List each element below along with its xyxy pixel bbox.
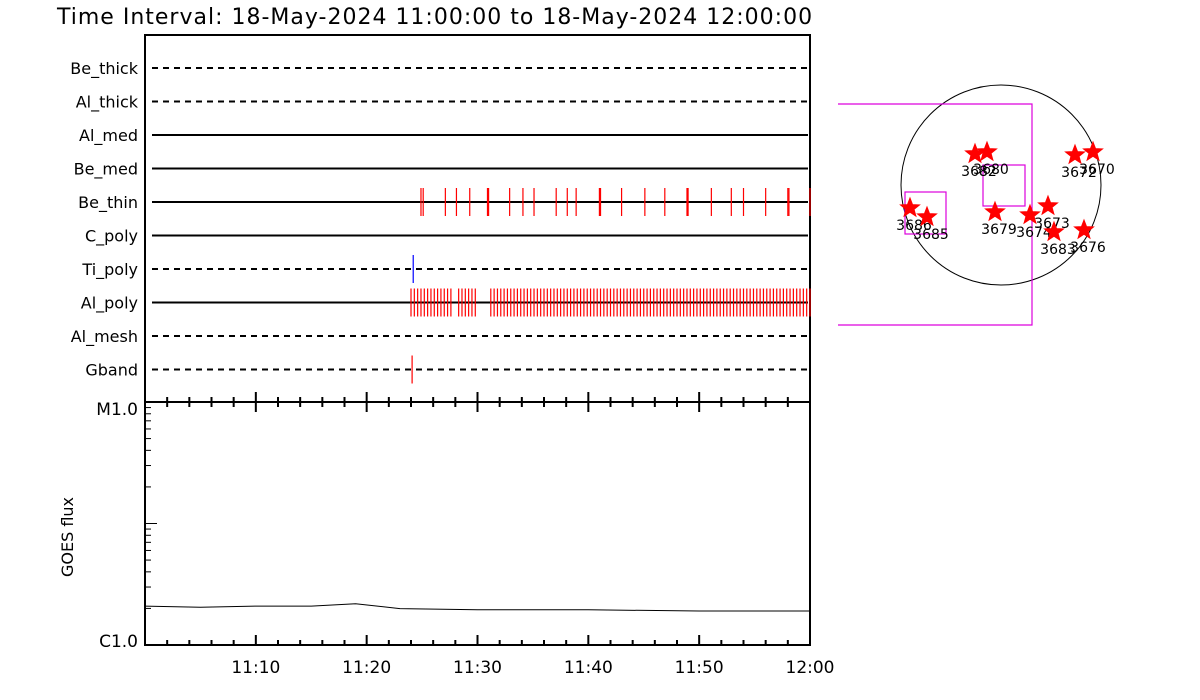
x-tick-label: 11:10	[231, 658, 280, 678]
timeline-frame	[144, 34, 811, 403]
region-label-3676: 3676	[1070, 240, 1106, 256]
region-label-3679: 3679	[981, 222, 1017, 238]
region-star-3686	[899, 196, 921, 218]
fov-box-center	[982, 164, 1026, 207]
region-star-3680	[976, 140, 998, 162]
region-label-3680: 3680	[973, 162, 1009, 178]
region-label-3672: 3672	[1061, 165, 1097, 181]
region-star-3673	[1037, 194, 1059, 216]
region-star-3683	[1043, 220, 1065, 242]
x-tick-label: 12:00	[786, 658, 835, 678]
x-tick-label: 11:40	[564, 658, 613, 678]
goes-frame	[144, 401, 811, 646]
goes-flux-line	[144, 603, 810, 612]
region-star-3672	[1064, 143, 1086, 165]
region-star-3682	[964, 142, 986, 164]
y-tick-label-bottom: C1.0	[99, 632, 138, 652]
row-label-al_med: Al_med	[79, 126, 138, 146]
region-label-3683: 3683	[1040, 242, 1076, 258]
x-tick-label: 11:30	[453, 658, 502, 678]
region-star-3685	[916, 205, 938, 227]
chart-title: Time Interval: 18-May-2024 11:00:00 to 1…	[56, 5, 813, 30]
row-label-ti_poly: Ti_poly	[81, 260, 138, 280]
x-tick-label: 11:20	[342, 658, 391, 678]
solar-disk	[900, 84, 1102, 286]
region-star-3679	[984, 200, 1006, 222]
region-label-3674: 3674	[1016, 225, 1052, 241]
region-label-3682: 3682	[961, 164, 997, 180]
row-label-be_thick: Be_thick	[70, 59, 138, 79]
goes-panel: 11:10 11:20 11:30 11:40 11:50 12:00 M1.0 C1.0 GO…	[58, 392, 835, 678]
y-tick-label-top: M1.0	[96, 400, 138, 420]
row-label-al_mesh: Al_mesh	[71, 327, 138, 347]
region-label-3685: 3685	[913, 227, 949, 243]
row-label-c_poly: C_poly	[85, 227, 138, 247]
region-label-3673: 3673	[1034, 216, 1070, 232]
row-label-be_med: Be_med	[74, 160, 138, 180]
row-label-gband: Gband	[85, 361, 138, 380]
region-star-3676	[1073, 218, 1095, 240]
region-label-3670: 3670	[1079, 162, 1115, 178]
row-label-al_poly: Al_poly	[81, 294, 138, 314]
region-star-3670	[1082, 140, 1104, 162]
region-star-3674	[1019, 203, 1041, 225]
timeline-panel: Be_thick Al_thick Al_med Be_med Be_thin C_pol…	[70, 34, 811, 403]
row-label-al_thick: Al_thick	[76, 93, 139, 113]
row-label-be_thin: Be_thin	[78, 193, 138, 213]
x-tick-label: 11:50	[675, 658, 724, 678]
y-axis-label: GOES flux	[58, 497, 77, 577]
